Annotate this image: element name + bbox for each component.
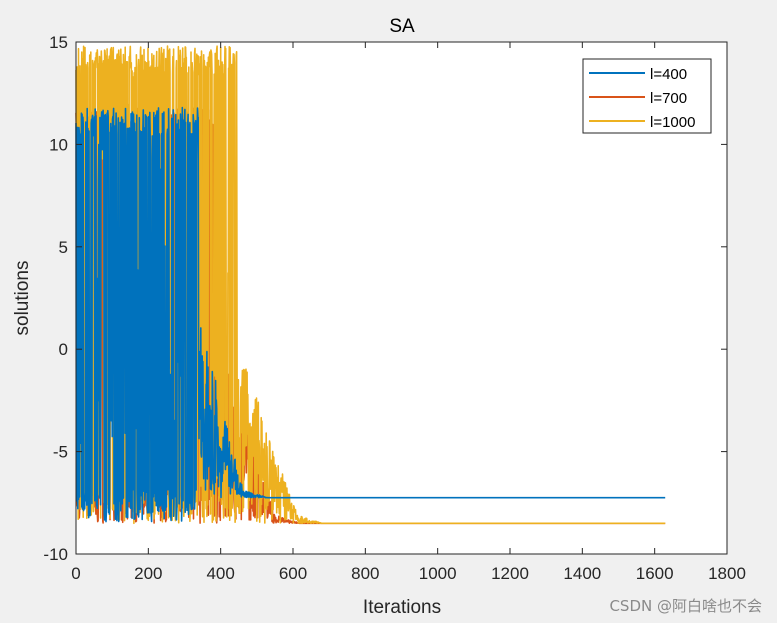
x-tick-label: 1400 xyxy=(563,564,601,583)
series-layer xyxy=(75,45,666,525)
x-tick-label: 400 xyxy=(206,564,234,583)
x-tick-label: 1800 xyxy=(708,564,746,583)
y-tick-label: 0 xyxy=(59,340,68,359)
x-tick-label: 1200 xyxy=(491,564,529,583)
y-axis-label: solutions xyxy=(12,261,33,336)
chart-title: SA xyxy=(389,16,415,37)
watermark: CSDN @阿白啥也不会 xyxy=(609,597,762,615)
legend: l=400 l=700 l=1000 xyxy=(582,58,712,134)
x-tick-label: 0 xyxy=(71,564,80,583)
x-axis: 0 200 400 600 800 1000 1200 1400 1600 1800 xyxy=(71,42,746,583)
x-tick-label: 1600 xyxy=(636,564,674,583)
y-tick-label: 10 xyxy=(49,135,68,154)
series-line-l=400 xyxy=(75,106,666,523)
y-tick-label: 15 xyxy=(49,33,68,52)
axes-box xyxy=(75,41,728,555)
x-tick-label: 600 xyxy=(279,564,307,583)
x-tick-label: 1000 xyxy=(419,564,457,583)
legend-label: l=700 xyxy=(650,90,687,107)
x-axis-label: Iterations xyxy=(363,597,441,618)
y-tick-label: -10 xyxy=(43,545,68,564)
legend-label: l=1000 xyxy=(650,114,695,131)
y-axis: -10 -5 0 5 10 15 xyxy=(43,33,727,564)
x-tick-label: 800 xyxy=(351,564,379,583)
legend-label: l=400 xyxy=(650,66,687,83)
y-tick-label: -5 xyxy=(53,443,68,462)
x-tick-label: 200 xyxy=(134,564,162,583)
y-tick-label: 5 xyxy=(59,238,68,257)
